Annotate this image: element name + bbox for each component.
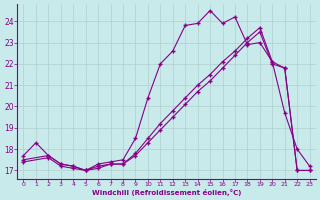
- X-axis label: Windchill (Refroidissement éolien,°C): Windchill (Refroidissement éolien,°C): [92, 189, 241, 196]
